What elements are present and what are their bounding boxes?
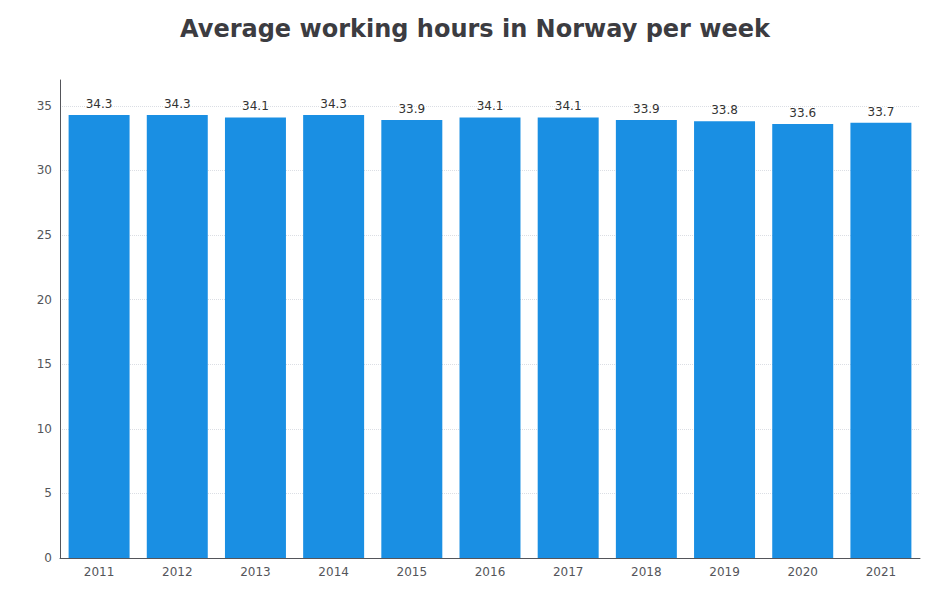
- svg-text:30: 30: [37, 163, 52, 177]
- svg-text:2011: 2011: [84, 565, 115, 579]
- svg-text:34.1: 34.1: [242, 99, 269, 113]
- svg-text:34.3: 34.3: [86, 97, 113, 111]
- svg-text:2021: 2021: [866, 565, 897, 579]
- svg-text:2016: 2016: [475, 565, 506, 579]
- svg-text:20: 20: [37, 293, 52, 307]
- svg-text:10: 10: [37, 422, 52, 436]
- svg-text:2020: 2020: [787, 565, 818, 579]
- svg-text:2014: 2014: [318, 565, 349, 579]
- svg-text:15: 15: [37, 357, 52, 371]
- svg-text:34.3: 34.3: [320, 97, 347, 111]
- svg-text:2013: 2013: [240, 565, 271, 579]
- svg-text:2012: 2012: [162, 565, 193, 579]
- svg-text:33.9: 33.9: [633, 102, 660, 116]
- svg-text:0: 0: [44, 551, 52, 565]
- svg-text:33.8: 33.8: [711, 103, 738, 117]
- svg-text:33.6: 33.6: [789, 106, 816, 120]
- svg-text:34.1: 34.1: [477, 99, 504, 113]
- svg-text:Average working hours in Norwa: Average working hours in Norway per week: [180, 15, 771, 43]
- svg-text:2019: 2019: [709, 565, 740, 579]
- svg-text:5: 5: [44, 486, 52, 500]
- svg-text:35: 35: [37, 99, 52, 113]
- svg-text:33.7: 33.7: [868, 105, 895, 119]
- svg-text:2017: 2017: [553, 565, 584, 579]
- svg-text:34.3: 34.3: [164, 97, 191, 111]
- svg-text:2015: 2015: [397, 565, 428, 579]
- svg-text:2018: 2018: [631, 565, 662, 579]
- svg-text:25: 25: [37, 228, 52, 242]
- svg-text:34.1: 34.1: [555, 99, 582, 113]
- svg-text:33.9: 33.9: [398, 102, 425, 116]
